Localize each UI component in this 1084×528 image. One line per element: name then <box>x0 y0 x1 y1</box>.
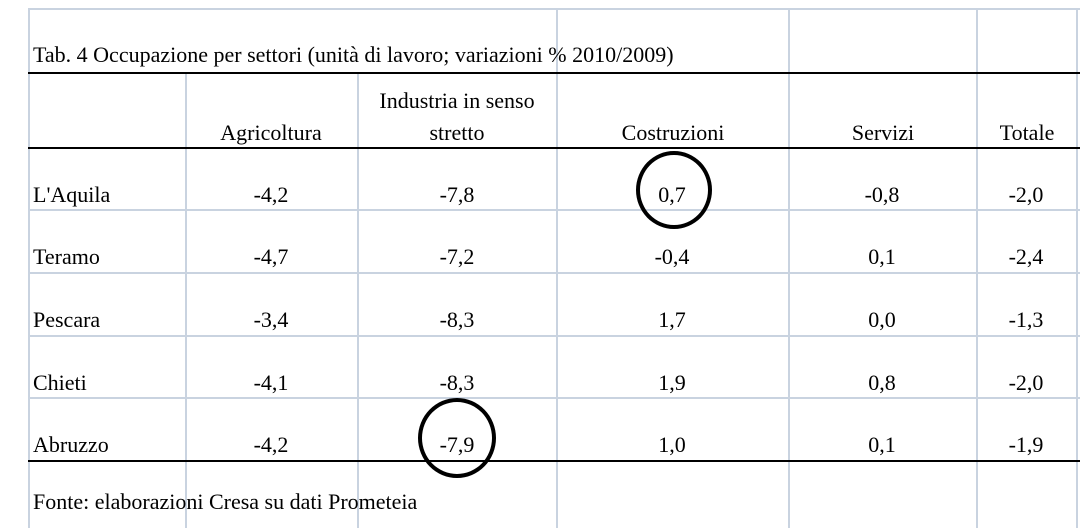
header-agricoltura: Agricoltura <box>220 120 322 145</box>
row-separator <box>28 209 1080 211</box>
row-label: Abruzzo <box>33 432 109 457</box>
cell-agricoltura: -4,2 <box>253 182 289 207</box>
cell-costruzioni: 1,7 <box>658 307 686 332</box>
cell-costruzioni: 1,9 <box>658 370 686 395</box>
cell-agricoltura: -4,7 <box>253 244 289 269</box>
cell-agricoltura: -3,4 <box>253 307 289 332</box>
cell-totale: -2,4 <box>1008 244 1044 269</box>
cell-costruzioni: -0,4 <box>654 244 690 269</box>
cell-industria: -8,3 <box>439 307 475 332</box>
cell-industria: -7,8 <box>439 182 475 207</box>
header-bottom-rule <box>28 147 1080 149</box>
cell-totale: -2,0 <box>1008 370 1044 395</box>
grid-col-line <box>28 10 30 528</box>
table-title: Tab. 4 Occupazione per settori (unità di… <box>33 42 674 67</box>
cell-industria: -7,2 <box>439 244 475 269</box>
cell-servizi: 0,1 <box>868 244 896 269</box>
header-costruzioni: Costruzioni <box>621 120 725 145</box>
grid-col-line <box>788 10 790 528</box>
header-totale: Totale <box>999 120 1055 145</box>
header-servizi: Servizi <box>851 120 915 145</box>
highlight-circle <box>636 151 712 229</box>
cell-industria: -8,3 <box>439 370 475 395</box>
cell-totale: -1,3 <box>1008 307 1044 332</box>
grid-col-line <box>357 74 359 528</box>
cell-agricoltura: -4,2 <box>253 432 289 457</box>
row-separator <box>28 335 1080 337</box>
row-label: Pescara <box>33 307 101 332</box>
row-separator <box>28 397 1080 399</box>
table-source: Fonte: elaborazioni Cresa su dati Promet… <box>33 489 418 514</box>
cell-totale: -1,9 <box>1008 432 1044 457</box>
cell-totale: -2,0 <box>1008 182 1044 207</box>
cell-servizi: 0,1 <box>868 432 896 457</box>
header-industria-line2: stretto <box>429 120 485 145</box>
cell-servizi: -0,8 <box>864 182 900 207</box>
grid-col-line <box>185 74 187 528</box>
row-label: Teramo <box>33 244 100 269</box>
header-top-rule <box>28 72 1080 74</box>
grid-col-line <box>1076 10 1078 528</box>
cell-servizi: 0,8 <box>868 370 896 395</box>
row-separator <box>28 272 1080 274</box>
cell-agricoltura: -4,1 <box>253 370 289 395</box>
row-label: L'Aquila <box>33 182 111 207</box>
highlight-circle <box>418 398 496 478</box>
table-bottom-rule <box>28 460 1080 462</box>
header-industria-line1: Industria in senso <box>379 88 535 113</box>
cell-servizi: 0,0 <box>868 307 896 332</box>
table-top-border <box>28 8 1080 10</box>
row-label: Chieti <box>33 370 87 395</box>
grid-col-line <box>976 10 978 528</box>
grid-col-line <box>556 10 558 528</box>
cell-costruzioni: 1,0 <box>658 432 686 457</box>
